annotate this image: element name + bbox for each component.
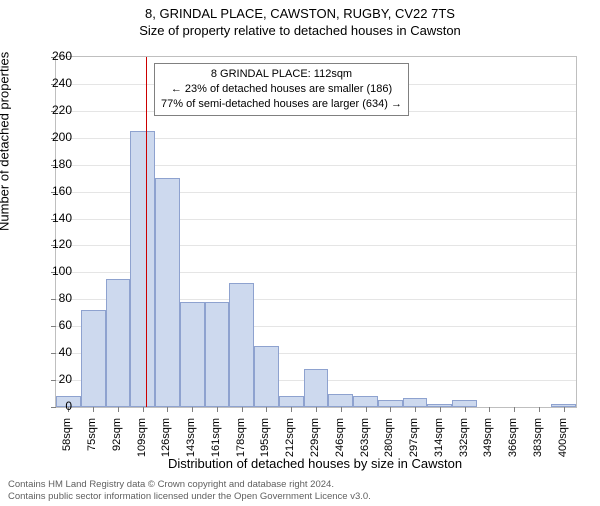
plot-area: 8 GRINDAL PLACE: 112sqm← 23% of detached… [55,56,577,408]
ytick-label: 120 [32,237,72,251]
xtick-label: 366sqm [507,418,519,473]
ytick-label: 100 [32,264,72,278]
callout-line-2: ← 23% of detached houses are smaller (18… [161,82,402,97]
histogram-bar [130,131,155,407]
histogram-bar [229,283,254,407]
xtick-mark [118,407,119,412]
xtick-mark [390,407,391,412]
xtick-mark [415,407,416,412]
xtick-label: 92sqm [111,418,123,473]
xtick-mark [489,407,490,412]
xtick-mark [440,407,441,412]
ytick-label: 20 [32,372,72,386]
ytick-label: 160 [32,184,72,198]
y-axis-label: Number of detached properties [0,52,12,231]
xtick-label: 58sqm [61,418,73,473]
xtick-mark [93,407,94,412]
xtick-label: 109sqm [136,418,148,473]
ytick-label: 220 [32,103,72,117]
xtick-mark [143,407,144,412]
callout-line-3: 77% of semi-detached houses are larger (… [161,97,402,112]
histogram-bar [328,394,353,407]
chart-title-main: 8, GRINDAL PLACE, CAWSTON, RUGBY, CV22 7… [0,6,600,21]
ytick-label: 60 [32,318,72,332]
histogram-bar [106,279,131,407]
histogram-bar [81,310,106,407]
histogram-bar [452,400,477,407]
xtick-mark [192,407,193,412]
xtick-label: 332sqm [458,418,470,473]
xtick-label: 161sqm [210,418,222,473]
footer-line-2: Contains public sector information licen… [8,491,371,502]
xtick-label: 383sqm [532,418,544,473]
ytick-label: 80 [32,291,72,305]
histogram-bar [378,400,403,407]
histogram-bar [205,302,230,407]
xtick-mark [564,407,565,412]
xtick-label: 143sqm [185,418,197,473]
xtick-label: 314sqm [433,418,445,473]
xtick-label: 280sqm [383,418,395,473]
xtick-mark [242,407,243,412]
ytick-label: 240 [32,76,72,90]
footer-attribution: Contains HM Land Registry data © Crown c… [8,479,371,502]
histogram-bar [254,346,279,407]
ytick-label: 260 [32,49,72,63]
xtick-mark [514,407,515,412]
reference-line [146,57,147,407]
histogram-bar [304,369,329,407]
histogram-bar [403,398,428,407]
chart-title-sub: Size of property relative to detached ho… [0,23,600,38]
ytick-label: 200 [32,130,72,144]
xtick-mark [366,407,367,412]
xtick-label: 263sqm [359,418,371,473]
histogram-bar [353,396,378,407]
histogram-bar [180,302,205,407]
xtick-mark [291,407,292,412]
xtick-label: 349sqm [482,418,494,473]
ytick-label: 40 [32,345,72,359]
xtick-mark [341,407,342,412]
xtick-label: 246sqm [334,418,346,473]
xtick-label: 297sqm [408,418,420,473]
xtick-label: 126sqm [160,418,172,473]
histogram-bar [155,178,180,407]
ytick-label: 180 [32,157,72,171]
xtick-mark [217,407,218,412]
xtick-mark [167,407,168,412]
callout-box: 8 GRINDAL PLACE: 112sqm← 23% of detached… [154,63,409,116]
histogram-bar [279,396,304,407]
xtick-label: 229sqm [309,418,321,473]
callout-line-1: 8 GRINDAL PLACE: 112sqm [161,67,402,82]
ytick-label: 140 [32,211,72,225]
xtick-mark [316,407,317,412]
xtick-label: 400sqm [557,418,569,473]
xtick-mark [266,407,267,412]
xtick-mark [465,407,466,412]
xtick-label: 75sqm [86,418,98,473]
ytick-label: 0 [32,399,72,413]
xtick-mark [539,407,540,412]
xtick-label: 178sqm [235,418,247,473]
xtick-label: 212sqm [284,418,296,473]
footer-line-1: Contains HM Land Registry data © Crown c… [8,479,371,490]
xtick-label: 195sqm [259,418,271,473]
